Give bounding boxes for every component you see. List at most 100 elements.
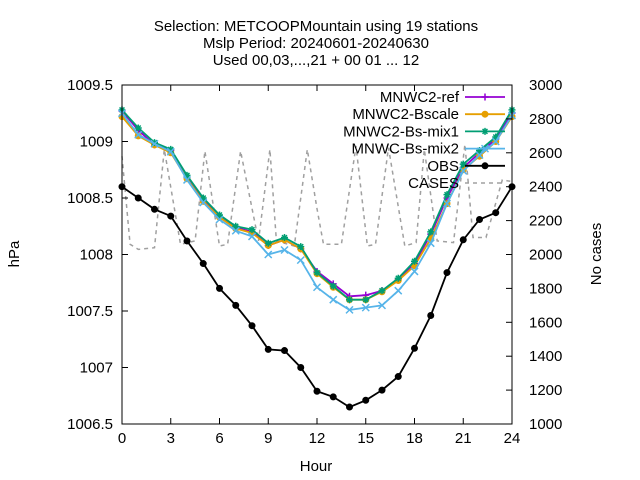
data-point bbox=[312, 283, 322, 292]
data-point bbox=[411, 344, 418, 352]
x-axis-label: Hour bbox=[300, 458, 333, 475]
data-point bbox=[410, 267, 419, 276]
data-point bbox=[134, 130, 143, 139]
title-line-1: Selection: METCOOPMountain using 19 stat… bbox=[154, 18, 478, 35]
data-point bbox=[167, 145, 175, 153]
legend-item: MNWC2-Bs-mix1 bbox=[343, 123, 505, 140]
data-point bbox=[394, 373, 402, 381]
data-point bbox=[264, 345, 272, 353]
legend-marker bbox=[481, 110, 489, 118]
x-tick-label: 6 bbox=[215, 430, 223, 447]
data-point bbox=[377, 301, 387, 310]
y-axis-label: hPa bbox=[6, 240, 23, 267]
y-tick-label: 1007.5 bbox=[67, 303, 113, 320]
y-tick-label: 1009 bbox=[80, 134, 113, 151]
data-point bbox=[232, 301, 240, 309]
y2-tick-label: 2000 bbox=[529, 247, 562, 264]
data-point bbox=[281, 347, 288, 355]
y-tick-label: 1009.5 bbox=[67, 77, 113, 94]
y2-tick-label: 1000 bbox=[529, 416, 562, 433]
data-point bbox=[297, 364, 305, 371]
legend-label: MNWC2-ref bbox=[380, 89, 460, 106]
legend-item: MNWC-Bs-mix2 bbox=[352, 141, 505, 158]
data-point bbox=[459, 166, 468, 175]
data-point bbox=[329, 393, 337, 401]
y2-tick-label: 2600 bbox=[529, 145, 562, 162]
y-tick-label: 1007 bbox=[80, 360, 113, 377]
legend-item: CASES bbox=[408, 175, 505, 192]
data-point bbox=[346, 296, 353, 304]
data-point bbox=[411, 257, 418, 265]
data-point bbox=[232, 222, 240, 230]
data-point bbox=[426, 239, 435, 248]
legend-marker bbox=[481, 127, 489, 135]
data-point bbox=[216, 284, 223, 292]
y-tick-label: 1008 bbox=[80, 247, 113, 264]
data-point bbox=[167, 212, 175, 220]
data-point bbox=[183, 171, 191, 179]
ticks-layer: 0 3 6 9 12 15 18 21 24 1006.5 1007 1007.5 1008 1008.5… bbox=[67, 77, 562, 447]
data-point bbox=[442, 199, 452, 208]
data-point bbox=[281, 234, 288, 242]
data-point bbox=[264, 250, 273, 259]
legend-marker bbox=[481, 93, 489, 101]
data-point bbox=[264, 239, 272, 247]
series-mnwc-bs-mix2 bbox=[117, 109, 517, 314]
data-point bbox=[362, 396, 370, 404]
legend-item: MNWC2-ref bbox=[380, 89, 505, 106]
data-point bbox=[199, 260, 207, 268]
data-point bbox=[378, 386, 386, 394]
legend-label: MNWC2-Bscale bbox=[352, 106, 459, 123]
data-point bbox=[443, 191, 451, 199]
x-tick-label: 24 bbox=[504, 430, 521, 447]
data-point bbox=[313, 387, 321, 395]
data-point bbox=[475, 151, 484, 160]
legend-item: OBS bbox=[427, 158, 505, 175]
data-point bbox=[361, 303, 370, 312]
y2-tick-label: 3000 bbox=[529, 77, 562, 94]
data-point bbox=[427, 312, 435, 320]
data-point bbox=[182, 175, 192, 184]
y2-tick-label: 2400 bbox=[529, 179, 562, 196]
x-tick-label: 3 bbox=[167, 430, 175, 447]
legend-label: OBS bbox=[427, 158, 459, 175]
y2-tick-label: 2800 bbox=[529, 111, 562, 128]
y2-tick-label: 1200 bbox=[529, 382, 562, 399]
data-point bbox=[199, 198, 208, 207]
data-point bbox=[491, 137, 500, 146]
series-layer bbox=[117, 106, 517, 411]
data-point bbox=[296, 256, 305, 265]
x-tick-label: 15 bbox=[357, 430, 374, 447]
y2-axis-label: No cases bbox=[588, 223, 605, 286]
data-point bbox=[459, 160, 467, 168]
x-tick-label: 9 bbox=[264, 430, 272, 447]
data-point bbox=[378, 287, 386, 295]
legend: MNWC2-refMNWC2-BscaleMNWC2-Bs-mix1MNWC-B… bbox=[343, 89, 505, 192]
y2-tick-label: 1800 bbox=[529, 280, 562, 297]
data-point bbox=[476, 147, 483, 155]
data-point bbox=[476, 215, 483, 223]
data-point bbox=[215, 215, 224, 224]
data-point bbox=[492, 133, 500, 141]
x-tick-label: 0 bbox=[118, 430, 126, 447]
data-point bbox=[427, 228, 435, 236]
y-tick-label: 1008.5 bbox=[67, 190, 113, 207]
data-point bbox=[231, 226, 240, 235]
data-point bbox=[492, 209, 500, 217]
data-point bbox=[362, 296, 370, 304]
data-point bbox=[183, 237, 191, 245]
data-point bbox=[151, 205, 158, 213]
x-tick-label: 18 bbox=[406, 430, 423, 447]
data-point bbox=[329, 295, 338, 304]
chart-title: Selection: METCOOPMountain using 19 stat… bbox=[154, 18, 478, 69]
legend-marker bbox=[480, 144, 490, 153]
legend-label: CASES bbox=[408, 175, 459, 192]
series-line bbox=[121, 185, 513, 409]
data-point bbox=[199, 194, 207, 202]
data-point bbox=[248, 226, 256, 234]
y-tick-label: 1006.5 bbox=[67, 416, 113, 433]
data-point bbox=[166, 147, 175, 156]
data-point bbox=[150, 139, 159, 148]
legend-marker bbox=[481, 162, 489, 170]
